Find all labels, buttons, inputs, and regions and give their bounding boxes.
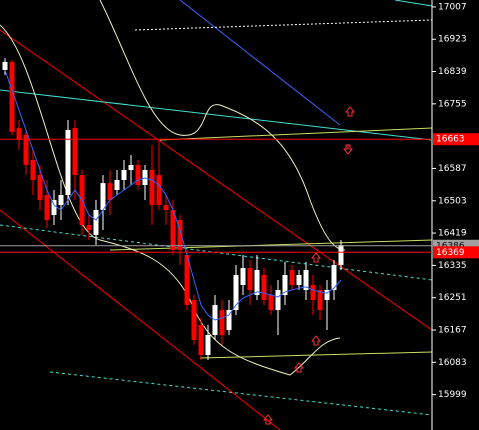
y-tick-label: 16587	[438, 164, 467, 174]
candle-body	[219, 310, 225, 335]
candle-body	[44, 195, 50, 220]
candle-body	[86, 225, 92, 230]
envelope-upper	[99, 0, 346, 251]
candle-body	[114, 180, 120, 190]
candle-body	[226, 310, 232, 330]
candle-body	[51, 200, 57, 215]
envelope-lower	[0, 24, 341, 376]
y-tick-label: 16923	[438, 35, 467, 45]
candle-body	[93, 210, 99, 235]
trend-line	[159, 127, 433, 141]
price-label: 16386	[436, 241, 465, 251]
y-tick-label: 16083	[438, 358, 467, 368]
candle-body	[121, 170, 127, 180]
candle-body	[331, 265, 337, 290]
candle-body	[100, 183, 106, 210]
candle-body	[37, 175, 43, 200]
candle-body	[191, 300, 197, 340]
up-arrow	[310, 252, 322, 263]
moving-average	[4, 69, 342, 321]
trend-lines	[0, 0, 433, 430]
candle-body	[289, 270, 295, 285]
candle-body	[107, 183, 113, 200]
price-label: 16663	[436, 135, 465, 145]
trend-line	[49, 371, 433, 416]
candle-body	[338, 245, 344, 265]
candle-body	[296, 275, 302, 285]
candle-body	[170, 210, 176, 250]
candle-body	[282, 275, 288, 295]
candle-body	[303, 270, 309, 290]
y-tick-label: 16167	[438, 326, 467, 336]
trend-line	[394, 0, 433, 7]
y-tick-label: 16755	[438, 99, 467, 109]
trend-line	[109, 239, 433, 251]
y-tick-label: 16839	[438, 67, 467, 77]
up-arrow	[344, 106, 356, 117]
candle-body	[240, 268, 246, 285]
y-tick-label: 16503	[438, 196, 467, 206]
candle-body	[128, 165, 134, 170]
candle-body	[177, 220, 183, 250]
candle-body	[135, 165, 141, 185]
candle-body	[149, 170, 155, 205]
y-tick-label: 15999	[438, 390, 467, 400]
down-arrow	[342, 144, 354, 155]
trend-line	[179, 0, 341, 126]
y-tick-label: 16335	[438, 261, 467, 271]
candle-body	[58, 195, 64, 205]
price-label: 16369	[436, 248, 465, 258]
candle-body	[268, 295, 274, 310]
candle-body	[23, 135, 29, 165]
up-arrow	[293, 362, 305, 373]
candle-body	[72, 128, 78, 175]
up-arrow	[262, 414, 274, 425]
trend-line	[0, 209, 281, 430]
candle-body	[9, 61, 15, 132]
candle-body	[254, 270, 260, 295]
candle-body	[324, 290, 330, 300]
candle-body	[205, 335, 211, 355]
candle-body	[16, 128, 22, 140]
candle-body	[184, 255, 190, 305]
price-label-box	[433, 133, 479, 146]
candle-body	[198, 325, 204, 355]
price-label-box	[433, 246, 479, 259]
candle-body	[317, 290, 323, 310]
candle-body	[65, 130, 71, 195]
candle-body	[163, 205, 169, 210]
y-tick-label: 16419	[438, 229, 467, 239]
candle-body	[310, 285, 316, 300]
candle-body	[142, 170, 148, 185]
candle-body	[30, 160, 36, 180]
trend-line	[199, 351, 433, 359]
signal-arrows	[262, 106, 356, 425]
candle-body	[233, 275, 239, 310]
candle-body	[2, 61, 8, 70]
y-tick-label: 17007	[438, 2, 467, 12]
trend-line	[0, 29, 433, 331]
candle-body	[261, 275, 267, 300]
y-tick-label: 16251	[438, 293, 467, 303]
trend-line	[134, 19, 433, 31]
candle-body	[156, 175, 162, 205]
up-arrow	[310, 335, 322, 346]
candle-body	[247, 268, 253, 290]
candle-body	[275, 290, 281, 310]
